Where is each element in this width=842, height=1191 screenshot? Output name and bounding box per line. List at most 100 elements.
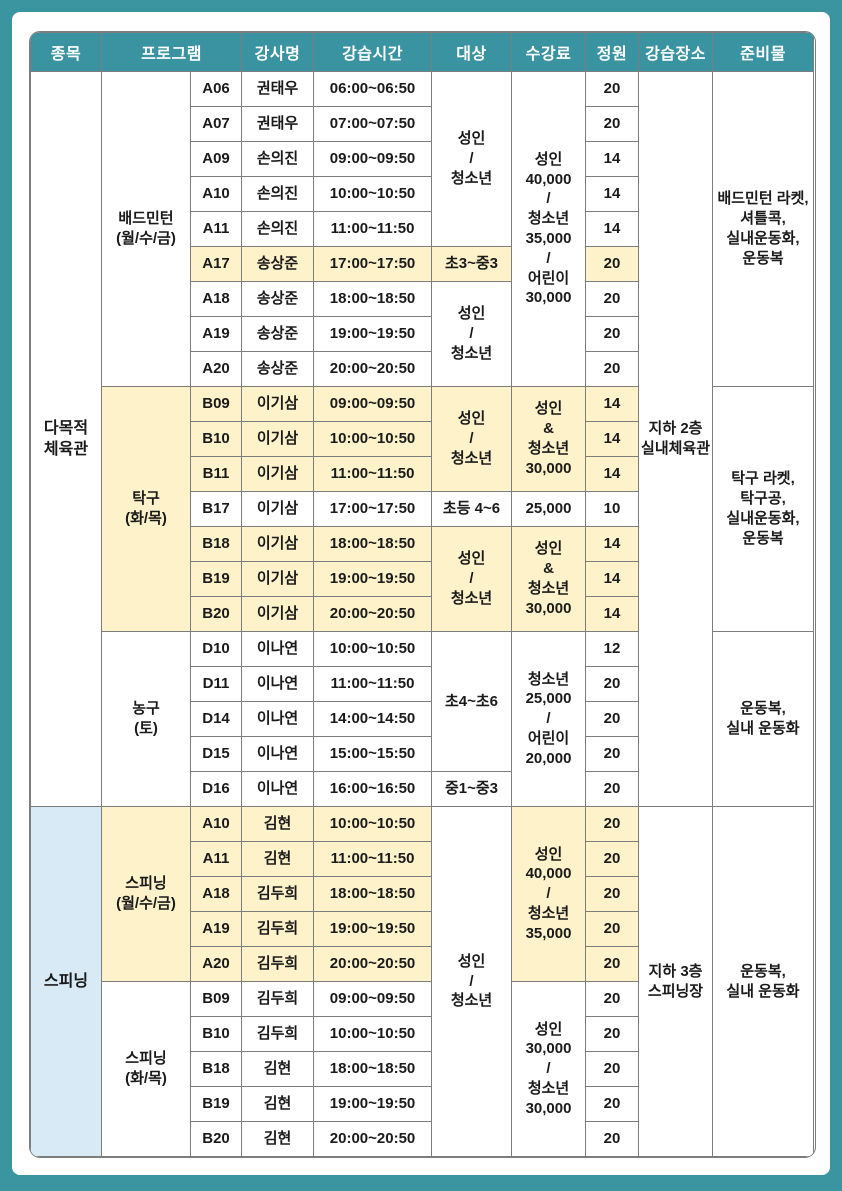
cell-capacity: 14 xyxy=(585,526,640,562)
cell-time: 19:00~19:50 xyxy=(313,561,433,597)
table-row: A10 손의진 10:00~10:50 14 xyxy=(31,176,814,212)
cell-capacity: 14 xyxy=(585,176,640,212)
cell-capacity: 20 xyxy=(585,281,640,317)
table-row: D14 이나연 14:00~14:50 20 xyxy=(31,701,814,737)
cell-materials: 운동복, 실내 운동화 xyxy=(712,806,815,1157)
cell-code: A10 xyxy=(189,176,243,212)
cell-code: A06 xyxy=(189,71,243,107)
cell-instructor: 이나연 xyxy=(241,771,315,807)
schedule-table-container: 종목 프로그램 강사명 강습시간 대상 수강료 정원 강습장소 준비물 다목적 … xyxy=(29,31,816,1158)
cell-code: D16 xyxy=(189,771,243,807)
table-row: B18 김현 18:00~18:50 20 xyxy=(31,1051,814,1087)
header-target: 대상 xyxy=(431,32,513,72)
cell-time: 09:00~09:50 xyxy=(313,141,433,177)
cell-code: B18 xyxy=(189,1051,243,1087)
table-row: B19 김현 19:00~19:50 20 xyxy=(31,1086,814,1122)
cell-time: 20:00~20:50 xyxy=(313,596,433,632)
cell-time: 18:00~18:50 xyxy=(313,1051,433,1087)
schedule-table: 종목 프로그램 강사명 강습시간 대상 수강료 정원 강습장소 준비물 다목적 … xyxy=(30,32,815,1157)
cell-time: 06:00~06:50 xyxy=(313,71,433,107)
cell-code: B17 xyxy=(189,491,243,527)
cell-program: 스피닝 (화/목) xyxy=(101,981,191,1157)
cell-code: B19 xyxy=(189,1086,243,1122)
header-location: 강습장소 xyxy=(638,32,714,72)
cell-time: 11:00~11:50 xyxy=(313,211,433,247)
cell-code: B11 xyxy=(189,456,243,492)
cell-code: B19 xyxy=(189,561,243,597)
cell-capacity: 20 xyxy=(585,1121,640,1157)
header-instructor: 강사명 xyxy=(241,32,315,72)
cell-capacity: 12 xyxy=(585,631,640,667)
cell-materials: 탁구 라켓, 탁구공, 실내운동화, 운동복 xyxy=(712,386,815,632)
cell-capacity: 20 xyxy=(585,1086,640,1122)
cell-time: 18:00~18:50 xyxy=(313,281,433,317)
cell-capacity: 20 xyxy=(585,701,640,737)
cell-code: A20 xyxy=(189,351,243,387)
cell-instructor: 김두희 xyxy=(241,911,315,947)
cell-instructor: 이나연 xyxy=(241,666,315,702)
cell-instructor: 김두희 xyxy=(241,981,315,1017)
cell-code: A17 xyxy=(189,246,243,282)
cell-instructor: 권태우 xyxy=(241,71,315,107)
cell-materials: 운동복, 실내 운동화 xyxy=(712,631,815,807)
cell-target: 초4~초6 xyxy=(431,631,513,772)
cell-code: A19 xyxy=(189,316,243,352)
cell-time: 20:00~20:50 xyxy=(313,351,433,387)
cell-code: A19 xyxy=(189,911,243,947)
cell-time: 20:00~20:50 xyxy=(313,946,433,982)
table-row: B20 김현 20:00~20:50 20 xyxy=(31,1121,814,1157)
header-category: 종목 xyxy=(30,32,102,72)
cell-time: 07:00~07:50 xyxy=(313,106,433,142)
cell-capacity: 20 xyxy=(585,1016,640,1052)
cell-code: A07 xyxy=(189,106,243,142)
cell-code: D15 xyxy=(189,736,243,772)
table-row: D11 이나연 11:00~11:50 20 xyxy=(31,666,814,702)
cell-instructor: 송상준 xyxy=(241,246,315,282)
cell-time: 10:00~10:50 xyxy=(313,176,433,212)
table-row: A19 김두희 19:00~19:50 20 xyxy=(31,911,814,947)
cell-time: 10:00~10:50 xyxy=(313,631,433,667)
cell-category: 다목적 체육관 xyxy=(30,71,102,807)
cell-time: 20:00~20:50 xyxy=(313,1121,433,1157)
header-capacity: 정원 xyxy=(585,32,640,72)
cell-capacity: 14 xyxy=(585,456,640,492)
cell-instructor: 송상준 xyxy=(241,351,315,387)
cell-fee: 성인 & 청소년 30,000 xyxy=(511,526,587,632)
cell-capacity: 20 xyxy=(585,946,640,982)
table-row: B10 이기삼 10:00~10:50 14 xyxy=(31,421,814,457)
table-row: D15 이나연 15:00~15:50 20 xyxy=(31,736,814,772)
table-row: B19 이기삼 19:00~19:50 14 xyxy=(31,561,814,597)
cell-code: A18 xyxy=(189,876,243,912)
table-row: A11 손의진 11:00~11:50 14 xyxy=(31,211,814,247)
cell-time: 10:00~10:50 xyxy=(313,421,433,457)
cell-code: B09 xyxy=(189,386,243,422)
cell-time: 14:00~14:50 xyxy=(313,701,433,737)
cell-capacity: 14 xyxy=(585,421,640,457)
cell-instructor: 김현 xyxy=(241,1051,315,1087)
table-row: A20 김두희 20:00~20:50 20 xyxy=(31,946,814,982)
table-row: A11 김현 11:00~11:50 20 xyxy=(31,841,814,877)
cell-location: 지하 2층 실내체육관 xyxy=(638,71,714,807)
cell-code: A20 xyxy=(189,946,243,982)
cell-code: B18 xyxy=(189,526,243,562)
table-row: 농구 (토) D10 이나연 10:00~10:50 초4~초6 청소년 25,000 /… xyxy=(31,631,815,807)
cell-instructor: 송상준 xyxy=(241,316,315,352)
cell-capacity: 20 xyxy=(585,106,640,142)
table-row: B10 김두희 10:00~10:50 20 xyxy=(31,1016,814,1052)
table-row: 탁구 (화/목) B09 이기삼 09:00~09:50 성인 / 청소년 성인 & 청소… xyxy=(31,386,815,632)
cell-code: B09 xyxy=(189,981,243,1017)
cell-instructor: 송상준 xyxy=(241,281,315,317)
cell-capacity: 14 xyxy=(585,596,640,632)
cell-instructor: 이기삼 xyxy=(241,386,315,422)
cell-fee: 청소년 25,000 / 어린이 20,000 xyxy=(511,631,587,807)
cell-time: 18:00~18:50 xyxy=(313,876,433,912)
cell-time: 19:00~19:50 xyxy=(313,1086,433,1122)
cell-capacity: 14 xyxy=(585,141,640,177)
cell-instructor: 김현 xyxy=(241,806,315,842)
cell-program: 스피닝 (월/수/금) xyxy=(101,806,191,982)
cell-time: 19:00~19:50 xyxy=(313,316,433,352)
cell-capacity: 14 xyxy=(585,211,640,247)
cell-code: A11 xyxy=(189,841,243,877)
cell-time: 11:00~11:50 xyxy=(313,456,433,492)
